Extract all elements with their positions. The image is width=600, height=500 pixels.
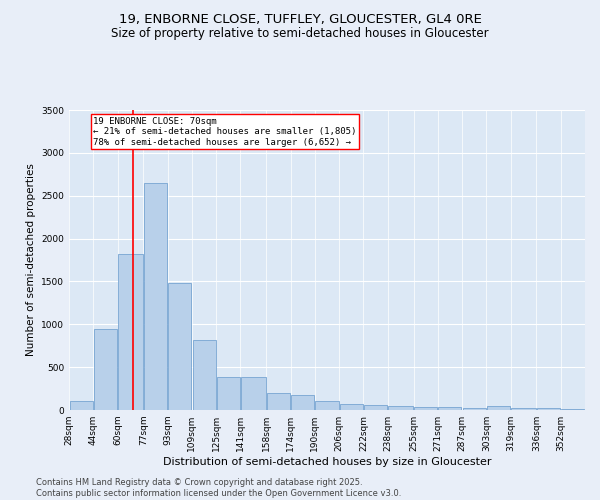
Bar [340, 404, 363, 410]
Text: 19 ENBORNE CLOSE: 70sqm
← 21% of semi-detached houses are smaller (1,805)
78% of: 19 ENBORNE CLOSE: 70sqm ← 21% of semi-de… [93, 117, 356, 146]
Bar [388, 406, 413, 410]
Bar [144, 183, 167, 410]
X-axis label: Distribution of semi-detached houses by size in Gloucester: Distribution of semi-detached houses by … [163, 457, 491, 467]
Y-axis label: Number of semi-detached properties: Number of semi-detached properties [26, 164, 35, 356]
Text: 19, ENBORNE CLOSE, TUFFLEY, GLOUCESTER, GL4 0RE: 19, ENBORNE CLOSE, TUFFLEY, GLOUCESTER, … [119, 12, 481, 26]
Bar [94, 328, 117, 410]
Bar [193, 340, 215, 410]
Bar [267, 393, 290, 410]
Bar [511, 408, 536, 410]
Bar [70, 402, 92, 410]
Bar [414, 407, 437, 410]
Bar [439, 408, 461, 410]
Bar [217, 378, 240, 410]
Bar [463, 408, 486, 410]
Bar [241, 378, 266, 410]
Text: Contains HM Land Registry data © Crown copyright and database right 2025.
Contai: Contains HM Land Registry data © Crown c… [36, 478, 401, 498]
Bar [537, 408, 560, 410]
Bar [316, 400, 338, 410]
Bar [118, 254, 143, 410]
Bar [487, 406, 510, 410]
Bar [291, 395, 314, 410]
Bar [168, 283, 191, 410]
Bar [364, 406, 387, 410]
Text: Size of property relative to semi-detached houses in Gloucester: Size of property relative to semi-detach… [111, 28, 489, 40]
